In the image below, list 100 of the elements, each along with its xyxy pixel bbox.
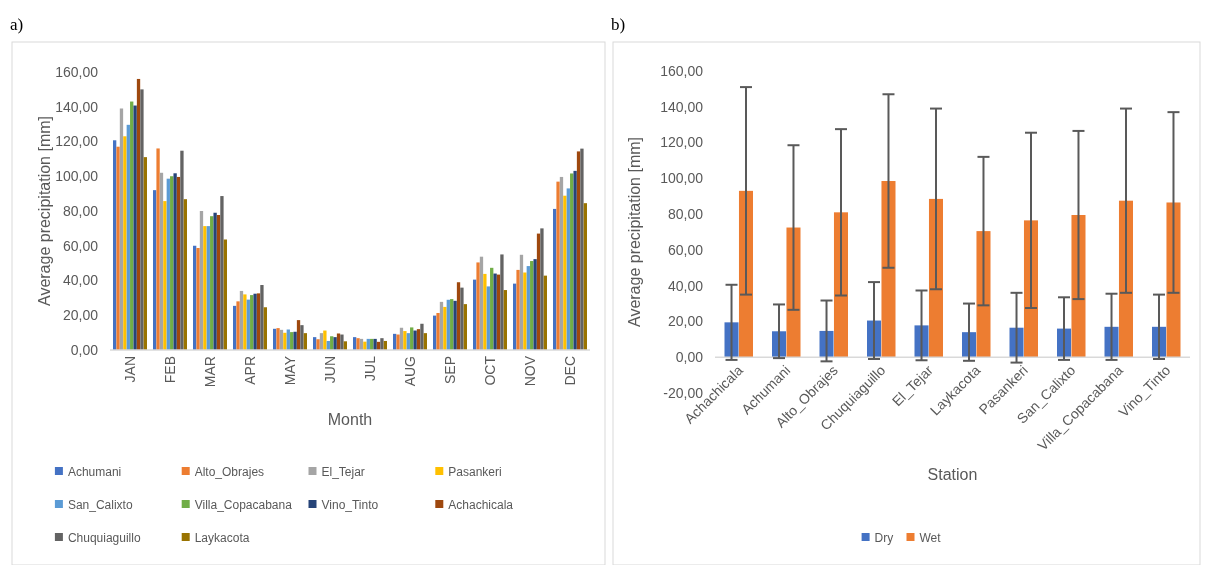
legend-label: Villa_Copacabana [194,498,293,513]
bar [976,231,991,358]
bar [140,89,144,350]
bar [566,188,570,350]
y-axis-title: Average precipitation [mm] [626,136,643,328]
bar [456,282,461,350]
bar [583,203,587,350]
x-tick-label: OCT [482,355,498,386]
legend-label: Dry [874,531,894,546]
x-tick-label: JUL [362,355,378,381]
y-tick-label: 160,00 [660,62,704,79]
bar [143,157,147,350]
y-tick-label: 60,00 [62,237,99,254]
legend-label: Alto_Obrajes [194,465,265,480]
bar [220,196,224,350]
x-tick-label: JUN [322,356,338,384]
bar [166,178,170,350]
y-axis-title: Average precipitation [mm] [36,115,53,307]
bar [540,228,544,350]
bar [153,190,157,350]
bar [199,211,204,350]
legend-label: Laykacota [194,531,250,546]
y-tick-label: 40,00 [62,272,99,289]
bar [576,151,581,350]
x-tick-label: AUG [402,356,418,387]
bar [559,176,564,350]
legend-label: Wet [919,531,942,546]
y-tick-label: 0,00 [70,341,99,358]
x-tick-label: MAR [202,356,218,388]
bar [519,254,524,350]
legend-label: Achachicala [448,498,514,513]
bar [113,140,117,350]
bar [223,239,227,350]
y-tick-label: 120,00 [660,134,704,151]
bar [476,262,480,350]
bar [536,233,541,350]
bar [123,136,127,350]
bar [119,108,124,350]
bar [1071,215,1086,358]
bar [176,176,181,350]
bar [210,216,214,350]
x-tick-label: NOV [522,355,538,387]
y-tick-label: 80,00 [667,206,704,223]
bar [256,293,261,350]
y-tick-label: 100,00 [660,170,704,187]
legend-label: Chuquiaguillo [67,531,141,546]
y-tick-label: 20,00 [667,313,704,330]
x-tick-label: SEP [442,356,458,385]
x-tick-label: JAN [122,356,138,383]
bar [881,181,896,358]
bar [553,208,557,350]
bar [526,266,530,350]
bar [443,306,447,350]
bar [486,286,490,350]
y-tick-label: 120,00 [55,133,99,150]
bar [243,294,247,350]
bar [493,273,497,350]
bar [300,325,304,350]
bar [260,285,264,350]
x-tick-label: FEB [162,356,178,384]
x-tick-label: APR [242,356,258,385]
bar [323,330,327,350]
bar [216,215,221,350]
legend-label: Vino_Tinto [321,498,379,513]
x-axis-title: Month [327,411,373,428]
x-axis-title: Station [927,466,978,483]
bar [483,273,487,350]
bar [183,199,187,350]
x-tick-label: MAY [282,355,298,386]
bar [159,172,164,350]
bar [523,272,527,350]
bar [213,212,217,350]
bar [500,254,504,350]
bar [580,148,584,350]
bar [130,101,134,350]
bar [1166,202,1181,358]
bar [116,146,120,350]
bar [136,78,141,350]
x-tick-label: DEC [562,356,578,386]
bar [180,150,184,350]
y-tick-label: 140,00 [55,98,99,115]
y-tick-label: 80,00 [62,202,99,219]
y-tick-label: 0,00 [675,349,704,366]
chart-title: a) [10,15,24,34]
legend-label: Pasankeri [448,465,502,480]
bar [133,105,137,350]
y-tick-label: 100,00 [55,168,99,185]
y-tick-label: 160,00 [55,63,99,80]
bar [460,287,464,350]
y-tick-label: 140,00 [660,98,704,115]
legend-label: Achumani [67,465,122,480]
y-tick-label: 40,00 [667,277,704,294]
bar [340,334,344,350]
bar [236,301,240,350]
bar [156,148,160,350]
bar [126,124,130,350]
legend-label: El_Tejar [321,465,365,480]
bar [563,195,567,350]
y-tick-label: 60,00 [667,241,704,258]
bar [420,323,424,350]
